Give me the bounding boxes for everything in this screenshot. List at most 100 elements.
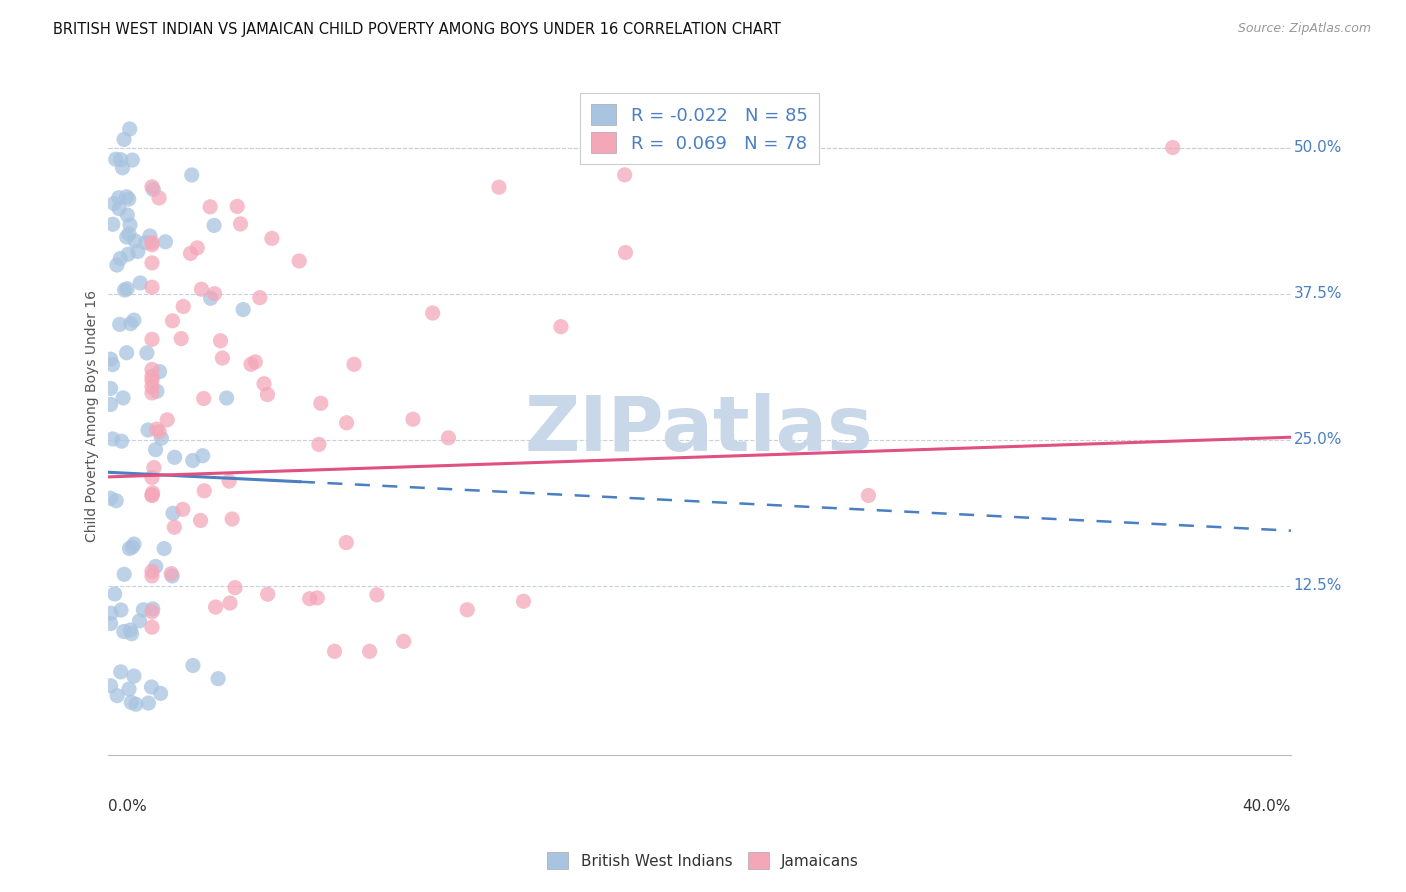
Point <box>198 200 221 214</box>
Point <box>402 412 425 426</box>
Point <box>110 153 132 167</box>
Text: 0.0%: 0.0% <box>108 799 146 814</box>
Point <box>245 355 267 369</box>
Point <box>101 217 124 231</box>
Point <box>298 591 321 606</box>
Point <box>142 460 165 475</box>
Point <box>170 332 193 346</box>
Point <box>145 559 167 574</box>
Point <box>122 669 145 683</box>
Point <box>115 190 138 204</box>
Point <box>336 416 359 430</box>
Point <box>229 217 252 231</box>
Point <box>512 594 534 608</box>
Point <box>117 208 139 222</box>
Point <box>118 681 141 696</box>
Point <box>162 569 184 583</box>
Text: 12.5%: 12.5% <box>1294 578 1341 593</box>
Point <box>193 483 215 498</box>
Point <box>141 362 163 376</box>
Point <box>141 332 163 346</box>
Point <box>141 235 163 250</box>
Point <box>141 620 163 634</box>
Point <box>141 374 163 388</box>
Point <box>124 234 146 248</box>
Point <box>153 541 176 556</box>
Point <box>118 192 141 206</box>
Point <box>100 397 122 411</box>
Point <box>118 541 141 556</box>
Point <box>121 626 143 640</box>
Legend: British West Indians, Jamaicans: British West Indians, Jamaicans <box>541 846 865 875</box>
Point <box>146 384 169 399</box>
Point <box>335 535 357 549</box>
Point <box>163 450 186 465</box>
Point <box>392 634 415 648</box>
Point <box>204 286 226 301</box>
Point <box>136 423 159 437</box>
Point <box>141 565 163 579</box>
Point <box>288 254 311 268</box>
Point <box>128 614 150 628</box>
Point <box>202 219 225 233</box>
Point <box>135 346 157 360</box>
Text: 25.0%: 25.0% <box>1294 432 1341 447</box>
Point <box>115 282 138 296</box>
Point <box>141 237 163 252</box>
Point <box>142 485 165 500</box>
Point <box>172 300 194 314</box>
Point <box>204 600 226 615</box>
Point <box>148 191 170 205</box>
Point <box>226 199 249 213</box>
Point <box>110 603 132 617</box>
Point <box>162 314 184 328</box>
Text: ZIPatlas: ZIPatlas <box>524 392 873 467</box>
Point <box>118 218 141 232</box>
Point <box>127 244 149 259</box>
Point <box>121 153 143 167</box>
Point <box>180 168 202 182</box>
Point <box>307 591 329 605</box>
Point <box>256 387 278 401</box>
Point <box>219 596 242 610</box>
Point <box>120 695 142 709</box>
Point <box>359 644 381 658</box>
Point <box>309 396 332 410</box>
Point <box>100 352 122 367</box>
Point <box>422 306 444 320</box>
Point <box>343 357 366 371</box>
Point <box>1161 140 1184 154</box>
Point <box>103 196 125 211</box>
Point <box>115 230 138 244</box>
Point <box>163 520 186 534</box>
Point <box>138 696 160 710</box>
Point <box>209 334 232 348</box>
Point <box>141 369 163 384</box>
Point <box>141 179 163 194</box>
Point <box>160 566 183 581</box>
Point <box>135 235 157 250</box>
Point <box>155 235 177 249</box>
Point <box>141 488 163 502</box>
Point <box>191 449 214 463</box>
Point <box>132 603 155 617</box>
Point <box>129 276 152 290</box>
Point <box>110 665 132 679</box>
Point <box>142 182 165 196</box>
Point <box>207 672 229 686</box>
Point <box>145 442 167 457</box>
Point <box>614 245 637 260</box>
Point <box>117 247 139 261</box>
Point <box>141 569 163 583</box>
Point <box>142 602 165 616</box>
Point <box>120 623 142 637</box>
Point <box>104 153 127 167</box>
Point <box>141 256 163 270</box>
Point <box>141 680 163 694</box>
Point <box>100 491 122 506</box>
Point <box>100 616 122 631</box>
Point <box>190 282 212 296</box>
Point <box>121 540 143 554</box>
Point <box>179 246 201 260</box>
Point <box>139 229 162 244</box>
